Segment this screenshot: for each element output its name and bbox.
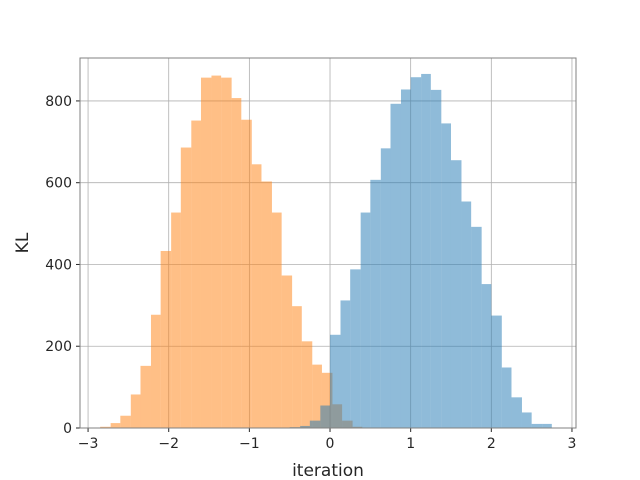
histogram-bar [360,212,371,428]
histogram-bar [330,334,341,428]
y-tick-label: 200 [45,339,72,355]
histogram-bar [150,314,161,428]
x-tick-label: −2 [158,436,179,452]
histogram-bar [340,300,351,428]
histogram-bar [430,89,442,429]
x-tick-label: 2 [487,436,496,452]
histogram-bar [211,75,222,428]
histogram-bar [120,415,131,428]
histogram-bar [461,201,472,428]
histogram-bar [140,365,151,428]
histogram-bar [400,89,411,429]
histogram-bar [130,394,141,428]
x-tick-label: 0 [326,436,335,452]
histogram-bar [321,372,333,428]
histogram-bar [180,147,192,428]
histogram-bar [271,212,282,428]
y-tick-label: 800 [45,94,72,110]
histogram-bar [370,179,381,428]
histogram-bar [312,364,322,428]
histogram-bar [350,269,361,428]
histogram-bar [281,275,293,428]
histogram-bar [380,148,391,429]
y-tick-label: 600 [45,176,72,192]
histogram-bars [100,73,552,429]
histogram-bar [441,123,451,428]
histogram-bar [221,77,232,429]
y-tick-label: 400 [45,257,72,273]
histogram-bar [261,181,272,428]
y-tick-label: 0 [63,421,72,437]
histogram-bar [501,367,512,428]
plot-frame [79,57,577,429]
histogram-bar [511,397,522,428]
x-tick-label: −1 [239,436,260,452]
x-tick-label: −3 [78,436,99,452]
histogram-bar [301,341,313,428]
histogram-bar [191,120,201,428]
histogram-bar [410,77,422,429]
histogram-bar [390,103,401,429]
axis-ticks: −3 −2 −1 0 1 2 3 0 200 400 600 800 [45,94,576,452]
histogram-bar [491,315,502,428]
y-axis-label: KL [13,232,33,253]
histogram-bar [300,425,310,428]
histogram-bar [320,405,331,428]
histogram-bar [160,250,172,428]
histogram-bar [450,160,462,428]
x-tick-label: 3 [568,436,577,452]
histogram-bar [241,119,252,429]
histogram-bar [251,164,262,428]
series-1-bars [289,73,552,429]
histogram-bar [542,423,552,428]
histogram-bar [110,423,121,428]
histogram-bar [231,98,242,429]
histogram-bar [292,306,302,428]
x-tick-label: 1 [406,436,415,452]
histogram-bar [421,73,431,428]
histogram-bar [100,426,111,428]
histogram-bar [481,284,492,428]
histogram-bar [171,212,181,428]
histogram-bar [531,423,543,428]
histogram-bar [309,420,321,428]
histogram-bar [521,412,532,428]
histogram-bar [200,77,212,429]
histogram-bar [471,226,482,428]
x-axis-label: iteration [292,461,364,480]
